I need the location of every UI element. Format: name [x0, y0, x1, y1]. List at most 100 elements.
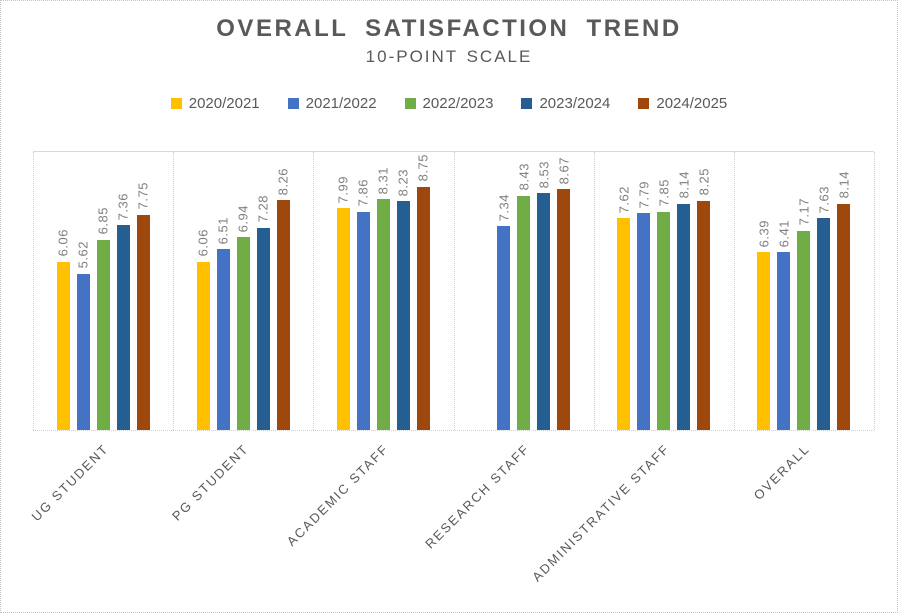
bar-value-label: 7.34 — [496, 193, 512, 221]
bar-slot: 8.43 — [516, 152, 531, 430]
bar-group: 6.39 6.41 7.17 7.63 8.14 — [734, 152, 874, 430]
plot-area: 6.06 5.62 6.85 7.36 7.75 6.06 6.51 6.94 7.28 8.26… — [33, 151, 875, 431]
bar-value-label: 8.14 — [836, 171, 852, 199]
legend-item: 2021/2022 — [287, 95, 377, 112]
bar-value-label: 6.41 — [776, 219, 792, 247]
bar — [356, 211, 370, 430]
bar — [817, 217, 831, 430]
bar — [637, 213, 651, 430]
bar — [416, 186, 430, 430]
bar-slot: 7.17 — [796, 152, 812, 430]
bar-slot: 8.31 — [376, 152, 391, 430]
bar-value-label: 8.14 — [676, 171, 692, 199]
bar-group: 7.62 7.79 7.85 8.14 8.25 — [594, 152, 734, 430]
bar-slot: 5.62 — [76, 152, 91, 430]
bar-value-label: 7.36 — [115, 193, 131, 221]
legend: 2020/2021 2021/2022 2022/2023 2023/2024 2024… — [1, 95, 897, 112]
bar — [497, 225, 511, 430]
category-separator-gridline — [173, 152, 175, 430]
bar — [617, 218, 631, 430]
bar-group: 6.06 6.51 6.94 7.28 8.26 — [173, 152, 313, 430]
legend-label: 2021/2022 — [305, 95, 377, 112]
bar — [837, 203, 851, 430]
category-label: UG STUDENT — [28, 441, 112, 525]
bar — [116, 225, 130, 430]
bar — [76, 273, 90, 430]
bar — [336, 207, 350, 430]
bar-slot: 8.23 — [395, 152, 411, 430]
bar-value-label: 7.17 — [796, 198, 812, 226]
category-separator-gridline — [313, 152, 315, 430]
category-separator-gridline — [874, 152, 875, 430]
legend-item: 2023/2024 — [521, 95, 610, 112]
bar — [196, 261, 210, 430]
bar-value-label: 6.39 — [756, 220, 772, 248]
bar — [256, 227, 270, 430]
category-separator-gridline — [33, 152, 34, 430]
bar-slot: 6.85 — [95, 152, 111, 430]
bar-value-label: 8.25 — [696, 168, 712, 196]
bar-slot: 7.99 — [335, 152, 351, 430]
legend-label: 2022/2023 — [422, 95, 494, 112]
bar — [697, 200, 711, 430]
bar — [396, 201, 410, 430]
bar — [677, 203, 691, 430]
bar-slot: 6.06 — [196, 152, 211, 430]
bar-slot — [477, 152, 490, 430]
bar-value-label: 7.86 — [355, 179, 371, 207]
bar-value-label: 7.79 — [636, 181, 652, 209]
bar-value-label: 7.75 — [135, 182, 151, 210]
legend-item: 2024/2025 — [638, 95, 727, 112]
bar-value-label: 8.26 — [275, 168, 291, 196]
bar-slot: 7.75 — [135, 152, 151, 430]
category-label: RESEARCH STAFF — [421, 441, 533, 552]
bar-value-label: 7.62 — [616, 185, 632, 214]
bar-groups: 6.06 5.62 6.85 7.36 7.75 6.06 6.51 6.94 7.28 8.26… — [33, 152, 874, 430]
bar-group: 7.99 7.86 8.31 8.23 8.75 — [313, 152, 453, 430]
bar-value-label: 7.63 — [816, 185, 832, 213]
bar-value-label: 8.67 — [556, 156, 572, 184]
category-label: PG STUDENT — [169, 441, 252, 524]
bar-slot: 6.06 — [56, 152, 71, 430]
legend-color-swatch-icon — [404, 98, 416, 109]
bar-slot: 8.26 — [275, 152, 291, 430]
bar — [136, 214, 150, 430]
bar-group: 6.06 5.62 6.85 7.36 7.75 — [33, 152, 173, 430]
bar-slot: 7.62 — [616, 152, 632, 430]
bar — [557, 188, 571, 430]
bar-group: 7.34 8.43 8.53 8.67 — [454, 152, 594, 430]
bar-slot: 8.67 — [556, 152, 572, 430]
bar-slot: 7.79 — [636, 152, 652, 430]
bar — [517, 195, 531, 430]
bar-value-label: 6.85 — [95, 207, 111, 235]
bar-slot: 8.14 — [836, 152, 852, 430]
chart-subtitle: 10-POINT SCALE — [365, 47, 533, 66]
bar — [797, 230, 811, 430]
legend-item: 2022/2023 — [404, 95, 494, 112]
bar-slot: 7.34 — [496, 152, 512, 430]
bar-slot: 8.25 — [696, 152, 712, 430]
category-label: ACADEMIC STAFF — [284, 441, 393, 549]
bar — [56, 261, 70, 430]
bar-slot: 7.28 — [256, 152, 271, 430]
bar — [376, 198, 390, 430]
legend-label: 2020/2021 — [188, 95, 260, 112]
bar-value-label: 6.94 — [235, 204, 251, 233]
category-label: ADMINISTRATIVE STAFF — [528, 441, 673, 585]
bar-slot: 7.63 — [816, 152, 832, 430]
bar-value-label: 7.85 — [656, 179, 672, 207]
category-separator-gridline — [733, 152, 735, 430]
bar-slot: 7.86 — [355, 152, 371, 430]
bar-slot: 7.85 — [656, 152, 672, 430]
category-label: OVERALL — [750, 441, 813, 503]
bar-value-label: 8.23 — [395, 168, 411, 197]
bar — [236, 237, 250, 430]
bar — [757, 252, 771, 430]
bar-value-label: 7.99 — [335, 175, 351, 203]
bar — [216, 249, 230, 430]
legend-color-swatch-icon — [521, 98, 533, 109]
bar-slot: 6.94 — [235, 152, 251, 430]
bar-slot: 7.36 — [115, 152, 131, 430]
bar — [96, 239, 110, 430]
